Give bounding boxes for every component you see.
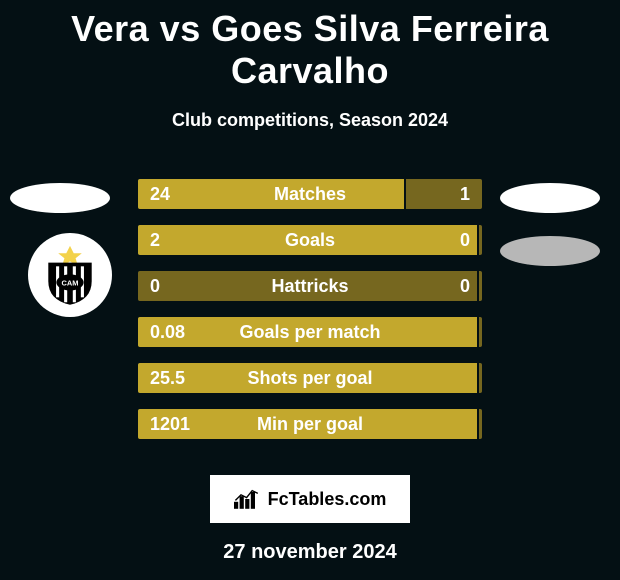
stat-bar-left	[138, 363, 479, 393]
player-left-oval	[10, 183, 110, 213]
player-right-oval-mid	[500, 236, 600, 266]
stat-bar-right	[479, 271, 482, 301]
stat-row: 0.08Goals per match	[138, 317, 482, 347]
stat-row: 1201Min per goal	[138, 409, 482, 439]
svg-text:CAM: CAM	[62, 279, 79, 288]
bar-chart-icon	[234, 489, 262, 509]
stat-row: 24Matches1	[138, 179, 482, 209]
stat-bar-left	[138, 179, 406, 209]
stat-bar-left	[138, 317, 479, 347]
player-right-oval-top	[500, 183, 600, 213]
stat-bar-left	[138, 409, 479, 439]
brand-text: FcTables.com	[268, 489, 387, 510]
page-title: Vera vs Goes Silva Ferreira Carvalho	[0, 0, 620, 92]
club-crest: CAM	[28, 233, 112, 317]
comparison-stage: CAM 24Matches1 2Goals0 0Hattricks0 0.08Goal…	[0, 161, 620, 461]
page-subtitle: Club competitions, Season 2024	[0, 110, 620, 131]
stat-bar-right	[406, 179, 482, 209]
stat-bars: 24Matches1 2Goals0 0Hattricks0 0.08Goals pe…	[138, 179, 482, 455]
stat-row: 25.5Shots per goal	[138, 363, 482, 393]
club-crest-icon: CAM	[39, 244, 101, 306]
stat-bar-right	[479, 409, 482, 439]
stat-bar-left	[138, 225, 479, 255]
stat-bar-right	[479, 363, 482, 393]
stat-bar-right	[479, 225, 482, 255]
page-date: 27 november 2024	[0, 541, 620, 564]
stat-row: 0Hattricks0	[138, 271, 482, 301]
stat-row: 2Goals0	[138, 225, 482, 255]
stat-bar-left	[138, 271, 479, 301]
brand-box: FcTables.com	[210, 475, 410, 523]
stat-bar-right	[479, 317, 482, 347]
